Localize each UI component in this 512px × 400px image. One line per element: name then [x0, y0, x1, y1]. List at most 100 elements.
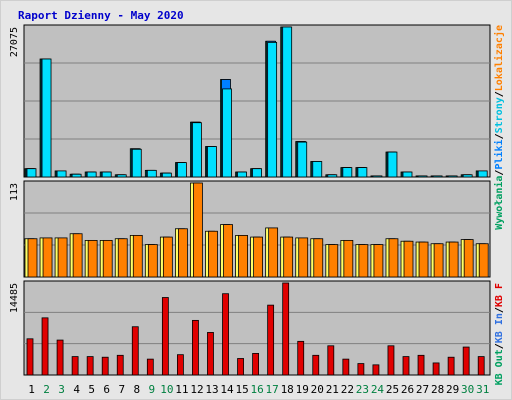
x-tick-label: 5: [88, 383, 95, 396]
bar-top-24: [372, 175, 383, 178]
bar-middle-7: [117, 238, 128, 278]
bar-top-15: [237, 171, 247, 178]
bar-middle-6: [102, 239, 113, 278]
bar-middle-20: [313, 238, 324, 278]
bar-top-31: [477, 170, 488, 178]
bar-bottom-21: [327, 345, 335, 376]
legend-bottom-text: KB Out/KB In/KB F: [494, 283, 505, 385]
bar-middle-22: [343, 239, 354, 278]
x-axis-labels: 1 2 3 4 5 6 7 8 9 10 11 12 13 14 15 16 17 18 19 20 21 22 23 24 2…: [28, 383, 489, 396]
bar-top-18: [282, 26, 293, 178]
x-tick-label: 26: [401, 383, 414, 396]
bar-middle-24: [373, 244, 384, 278]
panel-middle: 113: [9, 180, 491, 278]
legend-entry: KB F: [494, 283, 505, 307]
bar-bottom-6: [101, 356, 109, 376]
bar-bottom-23: [357, 363, 365, 376]
bar-middle-23: [358, 244, 369, 278]
legend-top: Wywołania/Pliki/Strony/Lokalizacje: [493, 25, 505, 230]
bar-middle-18: [283, 236, 294, 278]
legend-entry: Lokalizacje: [493, 25, 505, 91]
x-tick-label: 22: [341, 383, 354, 396]
bar-bottom-26: [402, 356, 410, 376]
bar-bottom-20: [312, 354, 320, 376]
legend-entry: Strony: [494, 97, 505, 133]
legend-top-text: Wywołania/Pliki/Strony/Lokalizacje: [493, 25, 505, 230]
bar-middle-28: [433, 243, 444, 278]
bar-bottom-10: [161, 297, 169, 376]
bar-bottom-19: [297, 340, 305, 376]
panel-top-bars: [24, 26, 488, 178]
x-tick-label: 25: [386, 383, 399, 396]
x-tick-label: 13: [205, 383, 218, 396]
bar-top-22: [342, 167, 353, 178]
bar-top-20: [312, 161, 323, 178]
bar-middle-16: [253, 236, 264, 278]
x-tick-label: 2: [43, 383, 50, 396]
bar-middle-15: [238, 235, 248, 278]
x-tick-label: 9: [149, 383, 156, 396]
panel-top: 27075: [9, 24, 491, 178]
legend-entry: /: [494, 170, 505, 176]
legend-entry: Pliki: [493, 139, 505, 169]
panel-bottom-background: [23, 280, 491, 376]
bar-bottom-27: [417, 354, 425, 376]
bar-bottom-16: [252, 353, 260, 376]
legend-entry: /: [494, 307, 505, 313]
bar-middle-31: [478, 243, 489, 278]
bar-middle-25: [388, 238, 399, 278]
x-tick-label: 19: [296, 383, 309, 396]
x-tick-label: 15: [235, 383, 248, 396]
chart-title: Raport Dzienny - May 2020: [18, 9, 184, 22]
x-tick-label: 12: [190, 383, 203, 396]
bar-bottom-1: [26, 338, 34, 376]
legend-entry: /: [494, 91, 505, 97]
bar-top-5: [86, 171, 97, 178]
bar-top-30: [462, 174, 473, 178]
x-tick-label: 18: [281, 383, 294, 396]
bar-middle-27: [418, 241, 429, 278]
legend-entry: Wywołania: [493, 176, 505, 230]
panel-middle-bars: [24, 182, 489, 278]
bar-middle-3: [57, 237, 68, 278]
bar-middle-14: [223, 224, 233, 278]
x-tick-label: 27: [416, 383, 429, 396]
x-tick-label: 1: [28, 383, 35, 396]
bar-top-7: [116, 174, 127, 178]
bar-bottom-18: [282, 282, 290, 376]
bar-top-25: [387, 151, 398, 178]
panel-top-ymax-label: 27075: [9, 27, 20, 57]
x-tick-label: 3: [58, 383, 65, 396]
bar-top-17: [267, 41, 278, 178]
bar-top-27: [417, 175, 428, 178]
bar-bottom-11: [176, 354, 184, 376]
bar-top-10: [161, 172, 172, 178]
bar-bottom-31: [477, 356, 485, 376]
bar-bottom-9: [146, 358, 154, 376]
bar-top-16: [252, 168, 263, 178]
x-tick-label: 21: [326, 383, 339, 396]
x-tick-label: 20: [311, 383, 324, 396]
x-tick-label: 17: [266, 383, 279, 396]
bar-bottom-4: [71, 356, 79, 376]
panel-bottom: 14485: [9, 280, 491, 376]
bar-top-29: [447, 175, 458, 178]
bar-middle-17: [268, 227, 279, 278]
bar-middle-12: [193, 182, 203, 278]
bar-top-8: [131, 148, 142, 178]
bar-bottom-29: [447, 356, 455, 376]
bar-bottom-7: [116, 354, 124, 376]
bar-bottom-13: [207, 332, 214, 376]
x-tick-label: 29: [446, 383, 459, 396]
x-tick-label: 14: [220, 383, 234, 396]
x-tick-label: 16: [250, 383, 263, 396]
bar-middle-29: [448, 241, 459, 278]
bar-bottom-2: [41, 317, 49, 376]
legend-entry: KB In: [494, 313, 505, 343]
bar-top-11: [176, 162, 187, 178]
panel-bottom-ymax-label: 14485: [9, 283, 20, 313]
bar-bottom-28: [432, 362, 440, 376]
bar-top-1: [26, 168, 37, 178]
legend-entry: /: [494, 133, 505, 139]
legend-entry: KB Out: [494, 349, 505, 385]
